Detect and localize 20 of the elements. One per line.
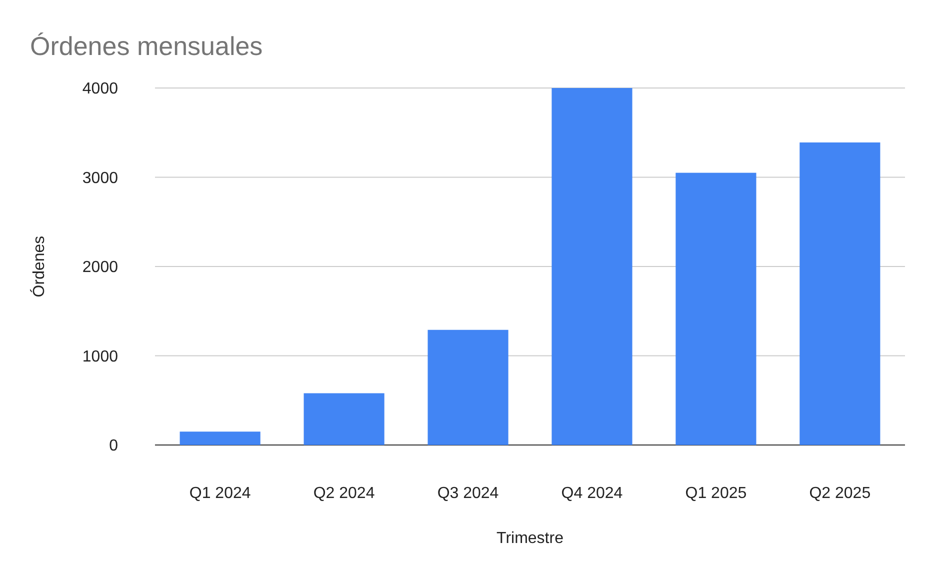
x-tick-label: Q1 2024 — [189, 485, 251, 502]
bar — [304, 393, 384, 445]
y-axis-title: Órdenes — [30, 236, 48, 298]
y-tick-label: 3000 — [82, 170, 118, 187]
x-tick-label: Q2 2025 — [809, 485, 871, 502]
x-tick-label: Q3 2024 — [437, 485, 499, 502]
x-tick-label: Q2 2024 — [313, 485, 375, 502]
y-tick-label: 2000 — [82, 259, 118, 276]
y-tick-label: 1000 — [82, 348, 118, 366]
y-tick-label: 0 — [109, 438, 118, 455]
bar — [552, 88, 632, 445]
bar — [180, 432, 260, 445]
x-axis-title: Trimestre — [496, 530, 564, 547]
bar — [676, 172, 756, 445]
bar — [800, 142, 880, 445]
chart-title: Órdenes mensuales — [30, 31, 263, 61]
y-tick-label: 4000 — [82, 80, 118, 98]
bar — [428, 330, 508, 445]
x-tick-label: Q4 2024 — [561, 485, 623, 502]
x-tick-label: Q1 2025 — [685, 485, 747, 502]
